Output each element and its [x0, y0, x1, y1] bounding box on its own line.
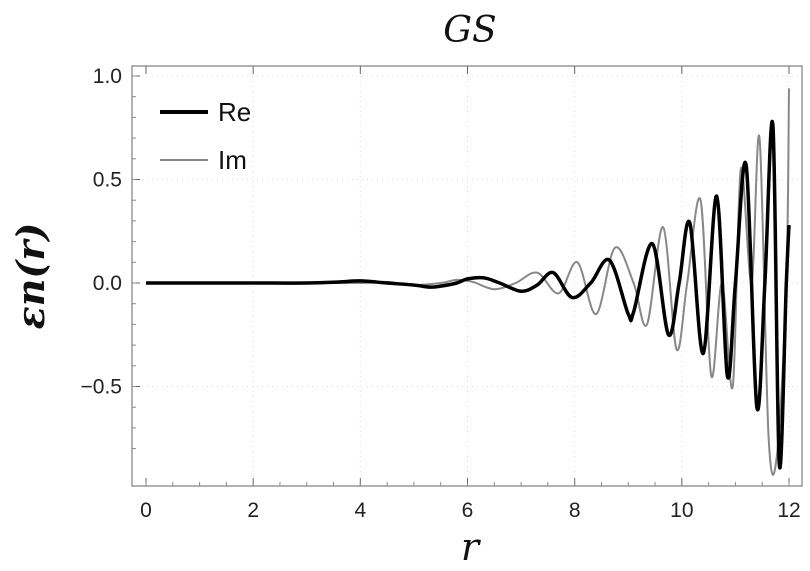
series-line-re [145, 120, 791, 470]
x-tick-label: 4 [354, 499, 366, 522]
y-tick-label: −0.5 [81, 376, 122, 399]
legend-label-im: Im [218, 145, 247, 175]
x-tick-label: 8 [569, 499, 581, 522]
x-tick-label: 6 [462, 499, 474, 522]
x-axis-label: r [461, 525, 482, 569]
x-tick-label: 10 [670, 499, 693, 522]
x-tick-label: 0 [140, 499, 152, 522]
y-axis-ticks: −0.5 0.0 0.5 1.0 [81, 65, 140, 450]
grid-lines [132, 66, 802, 486]
legend: Re Im [160, 97, 251, 175]
x-tick-label: 12 [777, 499, 800, 522]
legend-label-re: Re [218, 97, 251, 127]
chart-title: GS [443, 10, 496, 51]
x-axis-ticks: 0 2 4 6 8 10 12 [140, 66, 801, 522]
y-tick-label: 0.5 [93, 169, 122, 192]
y-axis-label: εn(r) [8, 223, 53, 330]
y-tick-label: 0.0 [93, 272, 122, 295]
x-tick-label: 2 [247, 499, 259, 522]
series-line-im [145, 88, 790, 476]
series-group [145, 88, 791, 476]
y-tick-label: 1.0 [93, 65, 122, 88]
